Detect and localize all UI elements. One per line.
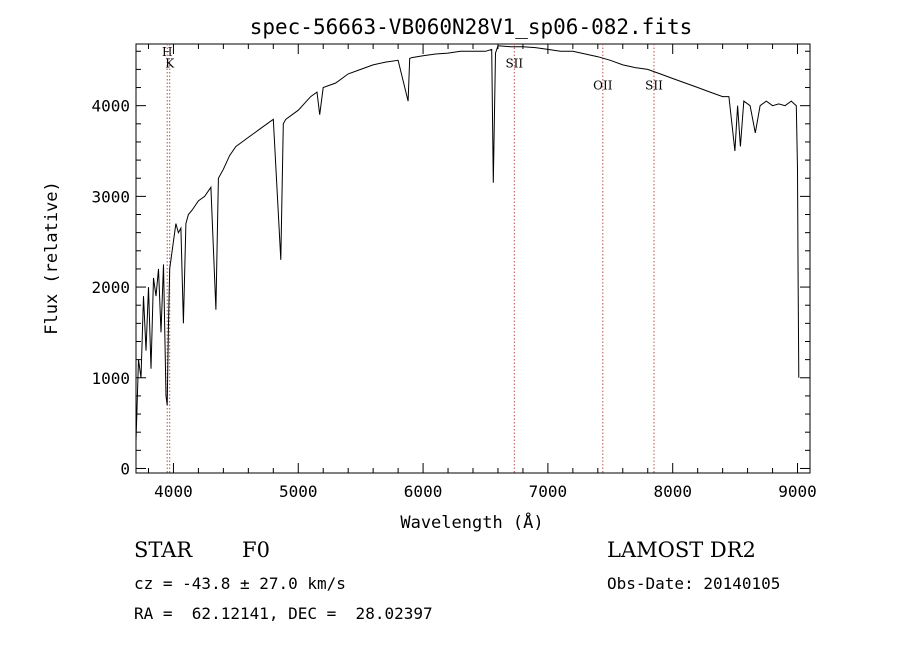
y-axis-label: Flux (relative)	[42, 181, 62, 335]
y-tick-label: 1000	[91, 369, 130, 388]
spectrum-line	[135, 45, 800, 442]
redshift-readout: cz = -43.8 ± 27.0 km/s	[134, 574, 346, 593]
x-tick-label: 6000	[404, 482, 443, 501]
y-axis-ticks: 0 1000 2000 3000 4000	[91, 50, 810, 478]
y-tick-label: 3000	[91, 187, 130, 206]
marker-label: K	[165, 57, 175, 71]
x-tick-label: 9000	[778, 482, 817, 501]
chart-title: spec-56663-VB060N28V1_sp06-082.fits	[250, 15, 693, 39]
obs-date: Obs-Date: 20140105	[607, 574, 781, 593]
marker-label: SII	[505, 57, 523, 71]
coordinates: RA = 62.12141, DEC = 28.02397	[134, 604, 433, 623]
y-tick-label: 2000	[91, 278, 130, 297]
object-type: STAR	[134, 538, 193, 562]
emission-line-markers: HK SII OII SII	[162, 44, 663, 473]
x-tick-label: 5000	[279, 482, 318, 501]
x-tick-label: 7000	[529, 482, 568, 501]
marker-label: SII	[645, 78, 663, 92]
x-tick-label: 8000	[653, 482, 692, 501]
marker-label: OII	[593, 78, 613, 92]
x-tick-label: 4000	[154, 482, 193, 501]
y-tick-label: 4000	[91, 97, 130, 116]
x-axis-label: Wavelength (Å)	[400, 511, 543, 533]
marker-label: H	[162, 45, 172, 59]
plot-frame	[135, 43, 811, 474]
x-axis-ticks: 4000 5000 6000 7000 8000 9000	[147, 44, 817, 501]
y-tick-label: 0	[120, 459, 130, 478]
spectral-class: F0	[242, 538, 270, 562]
survey-label: LAMOST DR2	[607, 538, 756, 562]
